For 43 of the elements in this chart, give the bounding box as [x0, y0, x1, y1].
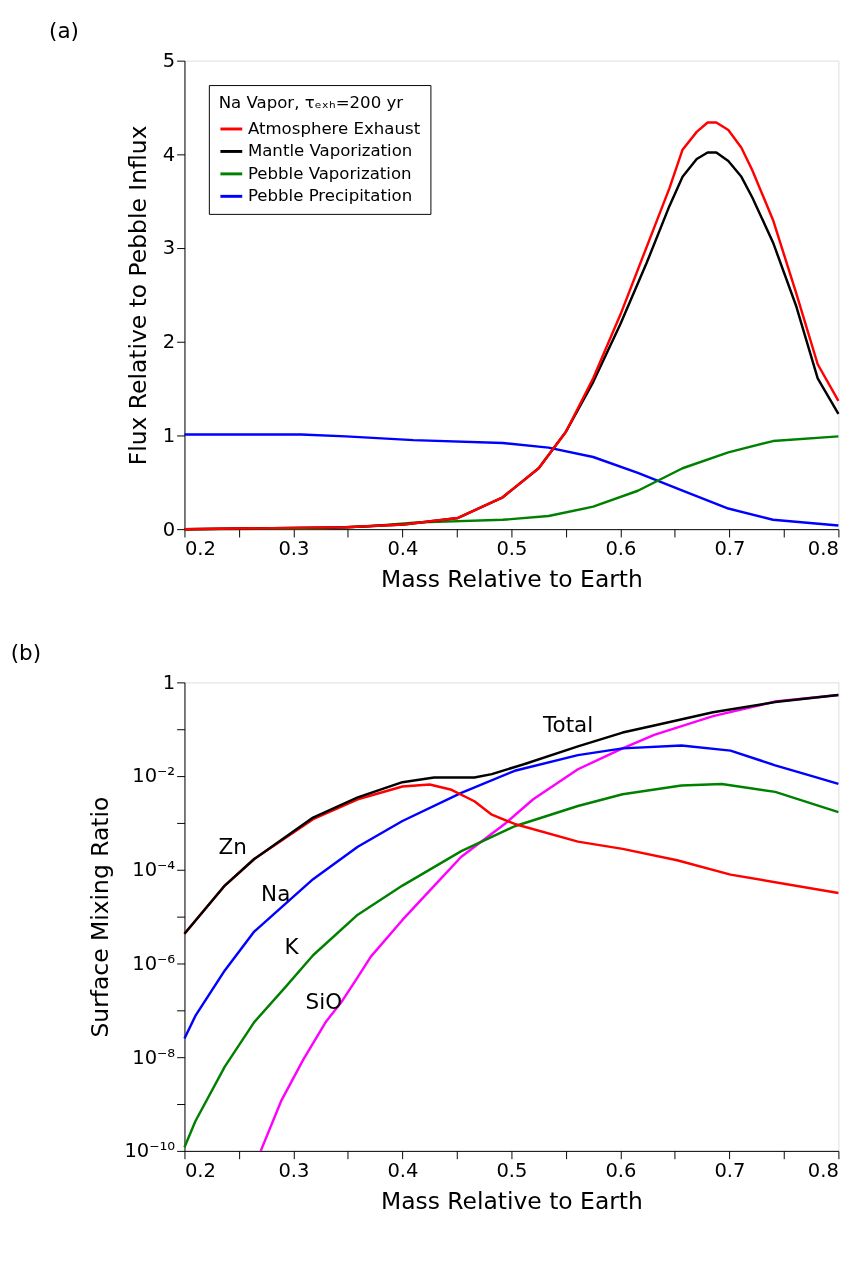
- x-tick-label: 0.3: [278, 1158, 310, 1182]
- x-tick-label: 0.2: [184, 537, 216, 561]
- x-tick-label: 0.6: [605, 537, 637, 561]
- series-label: Zn: [218, 834, 247, 860]
- legend-label: Pebble Precipitation: [247, 186, 413, 206]
- y-tick-label: 3: [162, 236, 176, 260]
- x-tick-label: 0.6: [605, 1158, 637, 1182]
- y-tick-label: 10⁻¹⁰: [124, 1139, 176, 1163]
- x-tick-label: 0.5: [496, 537, 528, 561]
- series-label: SiO: [305, 988, 343, 1014]
- y-tick-label: 1: [162, 670, 176, 694]
- chart-title: (b): [10, 639, 42, 665]
- x-tick-label: 0.4: [387, 537, 419, 561]
- x-tick-label: 0.8: [807, 1158, 839, 1182]
- series-label: Na: [261, 881, 291, 907]
- x-tick-label: 0.4: [387, 1158, 419, 1182]
- series-label: Total: [542, 711, 594, 737]
- x-axis-title: Mass Relative to Earth: [380, 565, 643, 594]
- y-axis-title: Flux Relative to Pebble Influx: [124, 125, 153, 466]
- y-tick-label: 10⁻⁶: [132, 951, 176, 975]
- y-tick-label: 1: [162, 423, 176, 447]
- legend-label: Atmosphere Exhaust: [247, 118, 421, 138]
- x-tick-label: 0.2: [184, 1158, 216, 1182]
- x-tick-label: 0.7: [714, 1158, 746, 1182]
- x-tick-label: 0.8: [807, 537, 839, 561]
- y-tick-label: 2: [162, 330, 176, 354]
- x-tick-label: 0.3: [278, 537, 310, 561]
- y-axis-title: Surface Mixing Ratio: [85, 796, 114, 1038]
- x-tick-label: 0.5: [496, 1158, 528, 1182]
- y-tick-label: 10⁻⁸: [132, 1045, 176, 1069]
- legend-title: Na Vapor, τₑₓₕ=200 yr: [218, 92, 404, 112]
- legend-label: Mantle Vaporization: [247, 141, 413, 161]
- y-tick-label: 10⁻²: [132, 764, 176, 788]
- y-tick-label: 5: [162, 49, 176, 73]
- y-tick-label: 10⁻⁴: [132, 858, 176, 882]
- chart-title: (a): [49, 18, 79, 44]
- x-axis-title: Mass Relative to Earth: [380, 1186, 643, 1215]
- legend-label: Pebble Vaporization: [247, 163, 412, 183]
- series-label: K: [284, 934, 300, 960]
- y-tick-label: 0: [162, 517, 176, 541]
- y-tick-label: 4: [162, 142, 176, 166]
- x-tick-label: 0.7: [714, 537, 746, 561]
- line-series: [183, 744, 840, 1040]
